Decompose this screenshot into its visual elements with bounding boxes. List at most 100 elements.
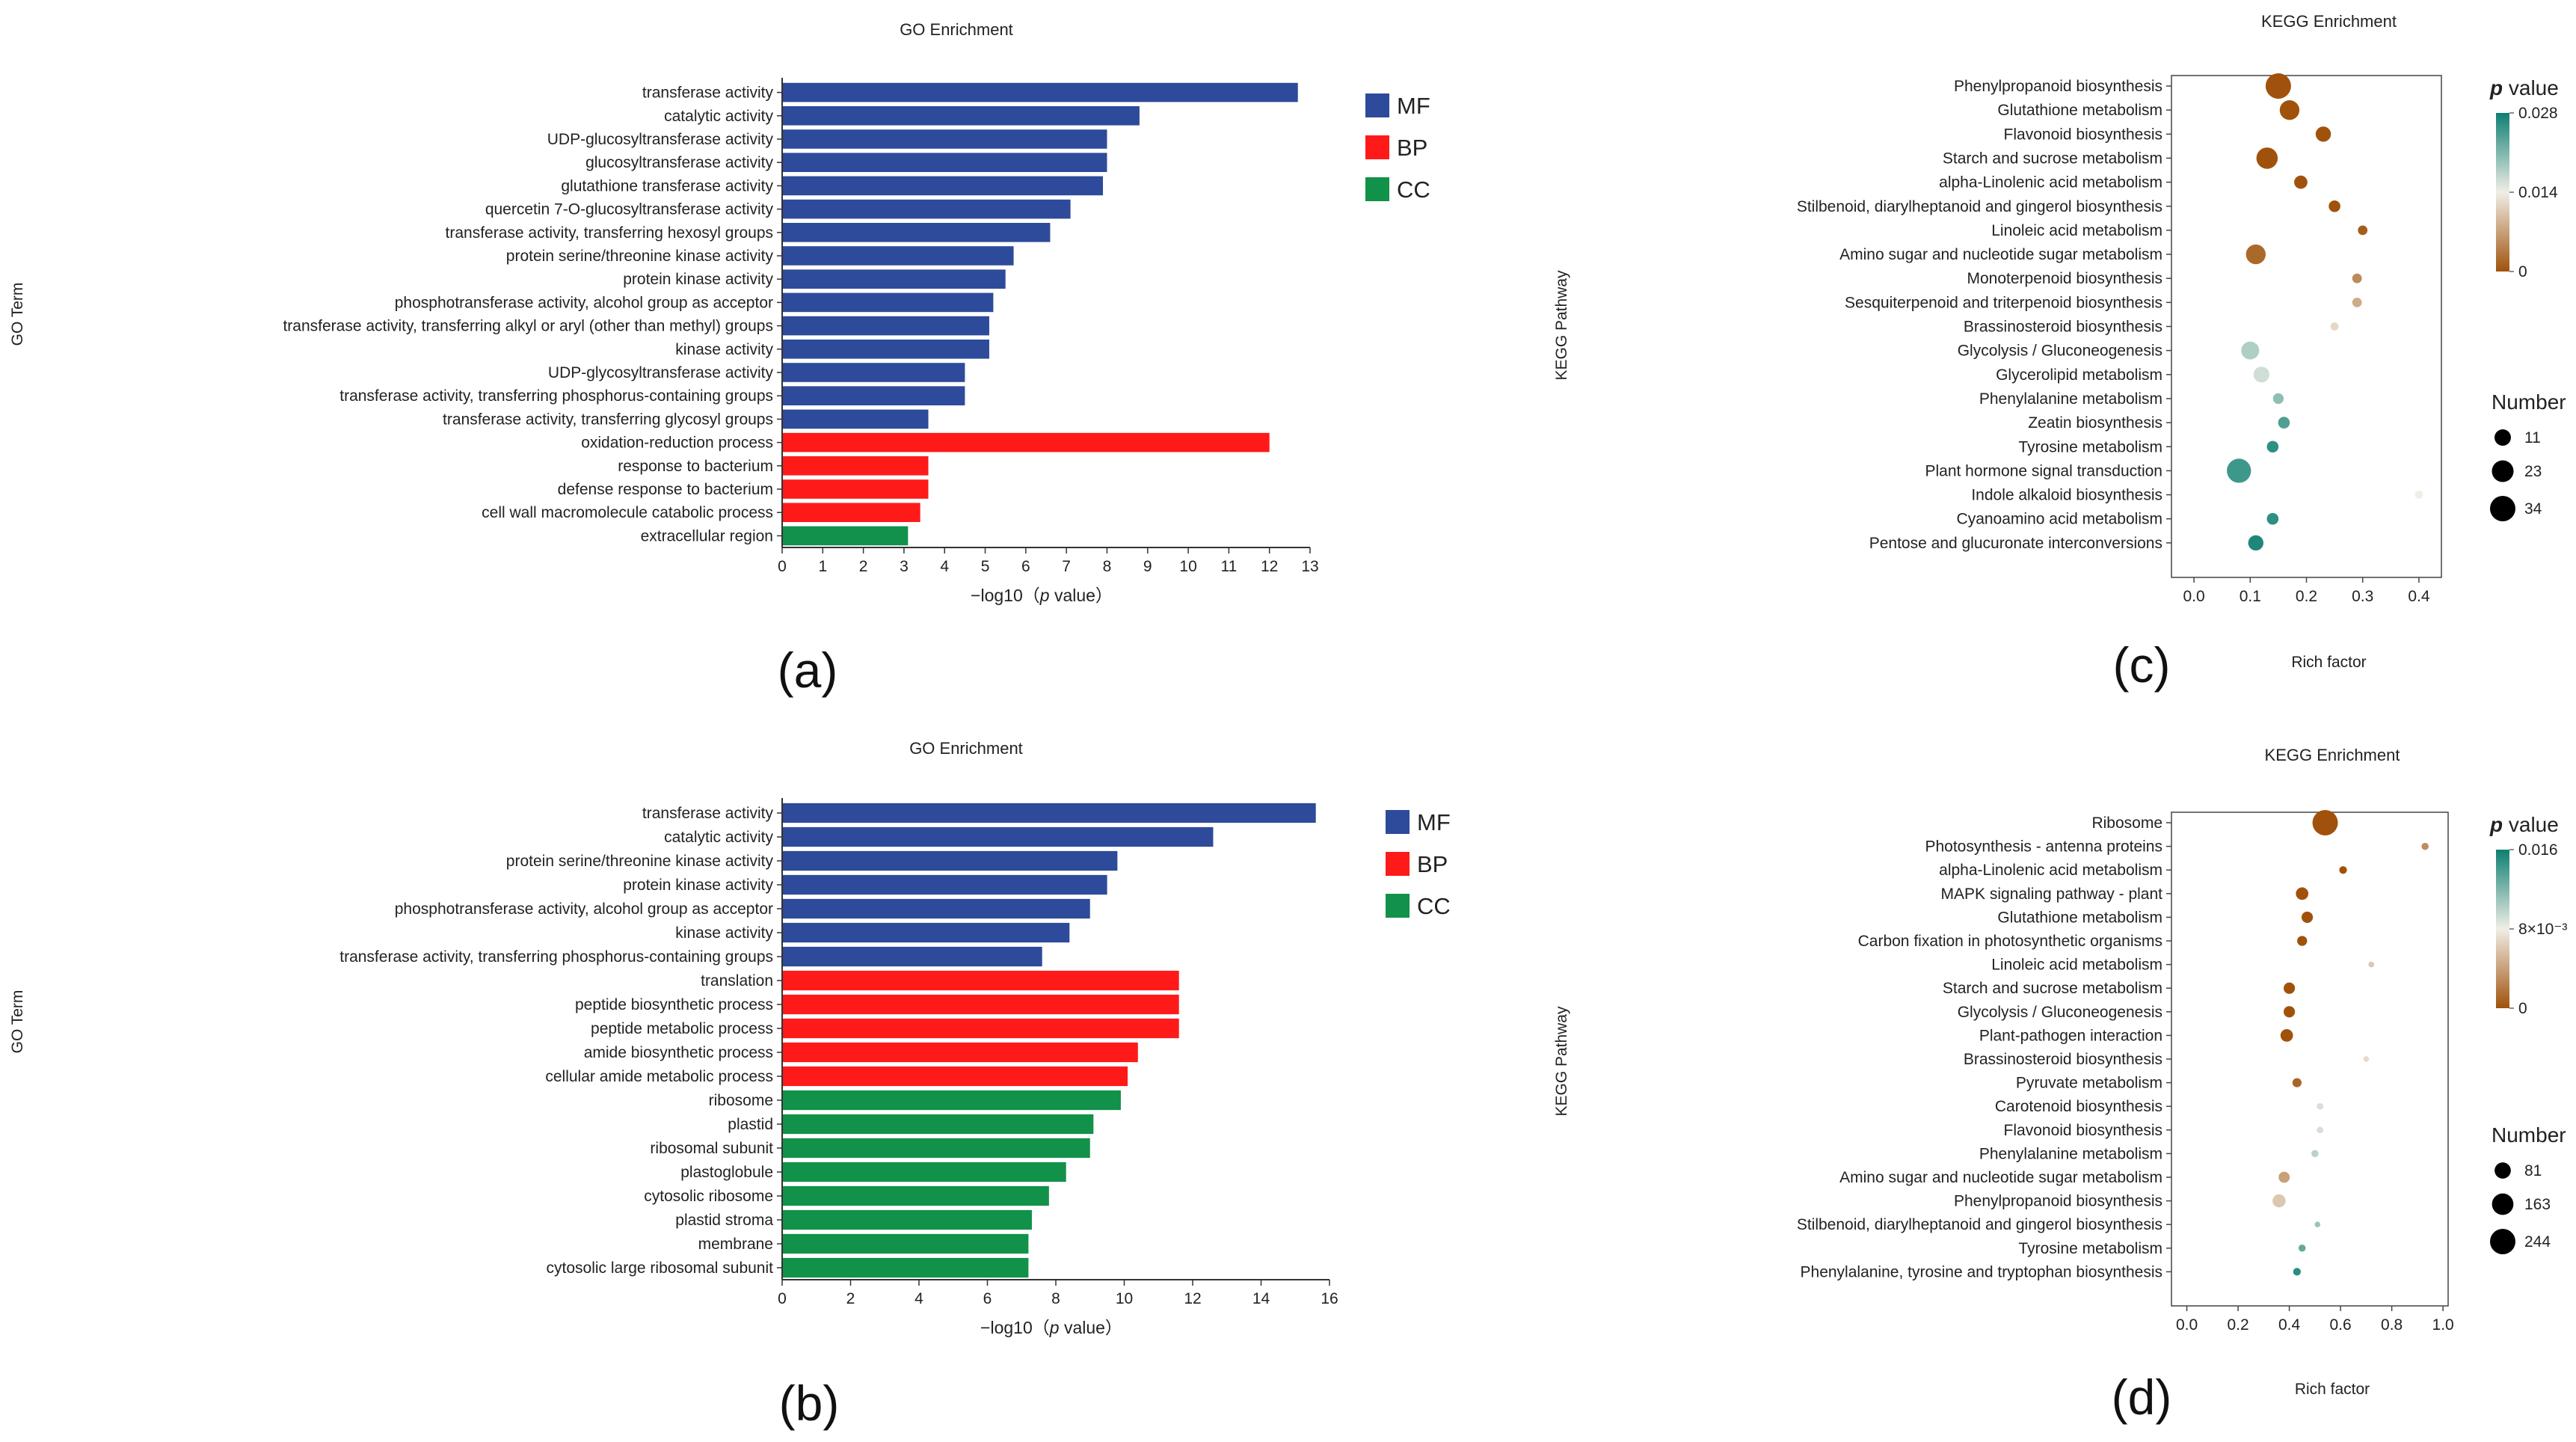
category-label: membrane	[698, 1236, 773, 1253]
legend-swatch	[1365, 177, 1389, 201]
x-tick-label: 0	[778, 558, 787, 575]
colorbar-title-text: value	[2503, 76, 2559, 99]
bar	[782, 526, 909, 546]
bubble	[2284, 982, 2296, 994]
category-label: transferase activity, transferring phosp…	[339, 948, 773, 966]
colorbar-title: p value	[2489, 76, 2559, 99]
bubble	[2368, 961, 2375, 968]
bar	[782, 432, 1270, 452]
bubble	[2248, 535, 2264, 551]
category-label: phosphotransferase activity, alcohol gro…	[395, 294, 773, 311]
pathway-label: Starch and sucrose metabolism	[1943, 980, 2162, 997]
bar	[782, 199, 1071, 219]
bar	[782, 1233, 1029, 1254]
y-axis-label: KEGG Pathway	[1553, 270, 1570, 381]
bubble	[2227, 458, 2251, 483]
category-label: glutathione transferase activity	[561, 177, 773, 194]
bar	[782, 1138, 1090, 1159]
category-label: ribosomal subunit	[650, 1140, 773, 1157]
bar	[782, 223, 1051, 242]
pathway-label: Glutathione metabolism	[1997, 909, 2162, 926]
pathway-label: Glycolysis / Gluconeogenesis	[1958, 343, 2162, 360]
size-legend-label: 11	[2524, 429, 2541, 447]
x-tick-label: 10	[1179, 558, 1196, 575]
bubble	[2272, 393, 2284, 405]
bar	[782, 970, 1179, 991]
colorbar-tick-label: 0	[2518, 263, 2527, 280]
bar	[782, 922, 1070, 943]
bubble	[2352, 273, 2362, 283]
bubble	[2328, 200, 2340, 212]
legend-swatch	[1386, 810, 1410, 834]
bubble	[2294, 175, 2308, 189]
bubble	[2280, 1029, 2293, 1042]
bar	[782, 1257, 1029, 1278]
category-label: defense response to bacterium	[558, 481, 773, 498]
bubble	[2352, 297, 2362, 307]
pathway-label: Glycerolipid metabolism	[1996, 366, 2162, 384]
x-tick-label: 0.6	[2330, 1316, 2352, 1334]
legend-label: CC	[1417, 893, 1451, 919]
bar	[782, 898, 1090, 919]
plot-frame	[2171, 75, 2442, 578]
category-label: plastid	[728, 1116, 773, 1133]
size-legend-label: 163	[2524, 1196, 2551, 1213]
pathway-label: Sesquiterpenoid and triterpenoid biosynt…	[1845, 294, 2162, 311]
size-legend-title: Number	[2492, 1123, 2566, 1147]
pathway-label: Tyrosine metabolism	[2018, 1240, 2162, 1257]
bar	[782, 1185, 1049, 1206]
legend-swatch	[1386, 894, 1410, 918]
x-tick-label: 0.4	[2278, 1316, 2301, 1334]
x-axis-label: −log10（p value）	[980, 1318, 1122, 1337]
pathway-label: Glycolysis / Gluconeogenesis	[1958, 1004, 2162, 1021]
category-label: extracellular region	[641, 527, 773, 544]
bar	[782, 456, 929, 476]
x-tick-label: 12	[1261, 558, 1278, 575]
bar	[782, 1066, 1128, 1087]
bubble	[2245, 244, 2266, 265]
legend-label: BP	[1397, 135, 1427, 161]
category-label: ribosome	[709, 1092, 773, 1109]
plot-frame	[2171, 811, 2449, 1307]
category-label: quercetin 7-O-glucosyltransferase activi…	[485, 201, 774, 218]
bar	[782, 826, 1214, 847]
panel-caption: (c)	[2113, 637, 2171, 693]
category-label: oxidation-reduction process	[581, 435, 773, 452]
bar	[782, 874, 1107, 895]
go-enrichment-bar-chart-b: GO Enrichment transferase activity catalyt…	[0, 721, 1451, 1442]
category-label: UDP-glycosyltransferase activity	[548, 364, 774, 381]
panel-caption: (d)	[2112, 1369, 2172, 1425]
size-legend-dot	[2492, 460, 2514, 482]
category-label: transferase activity	[642, 85, 774, 102]
category-label: transferase activity, transferring phosp…	[339, 387, 773, 405]
bubble	[2315, 126, 2331, 142]
category-label: plastid stroma	[675, 1212, 773, 1229]
x-tick-label: 0.2	[2227, 1316, 2248, 1334]
pathway-label: Plant-pathogen interaction	[1979, 1027, 2162, 1044]
bubble	[2312, 810, 2338, 835]
bubble	[2297, 936, 2308, 946]
bar	[782, 803, 1316, 823]
bubble	[2339, 866, 2347, 874]
colorbar-title-p: p	[2489, 813, 2503, 836]
pathway-label: Pyruvate metabolism	[2016, 1075, 2162, 1092]
bubble	[2272, 1194, 2286, 1208]
kegg-enrichment-bubble-chart-c: KEGG Enrichment Phenylpropanoid biosynthe…	[1421, 0, 2576, 721]
x-tick-label: 1.0	[2432, 1316, 2454, 1334]
pathway-label: Amino sugar and nucleotide sugar metabol…	[1839, 1169, 2162, 1186]
category-label: cell wall macromolecule catabolic proces…	[482, 504, 773, 521]
x-tick-label: 8	[1103, 558, 1112, 575]
colorbar-tick-label: 0.016	[2518, 841, 2558, 859]
category-label: peptide metabolic process	[591, 1020, 773, 1037]
bubble	[2279, 99, 2300, 120]
bar	[782, 1090, 1121, 1111]
x-tick-label: 5	[981, 558, 990, 575]
x-tick-label: 8	[1051, 1290, 1060, 1307]
bar	[782, 946, 1042, 967]
legend-swatch	[1365, 135, 1389, 159]
bar	[782, 106, 1140, 126]
x-tick-label: 4	[940, 558, 949, 575]
bubble	[2256, 147, 2278, 169]
size-legend-label: 23	[2524, 463, 2542, 480]
category-label: protein serine/threonine kinase activity	[506, 853, 774, 870]
